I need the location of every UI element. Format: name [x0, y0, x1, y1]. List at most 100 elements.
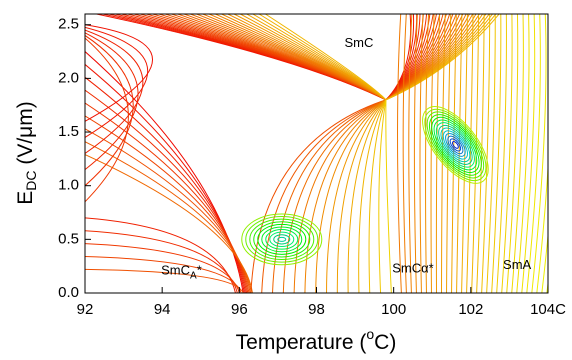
contour-line [511, 14, 524, 293]
contour-line [250, 99, 387, 293]
contour-line [481, 14, 491, 293]
contour-line [402, 14, 407, 293]
contour-line [273, 234, 291, 245]
contour-line [253, 221, 311, 258]
contour-line [85, 26, 148, 138]
contour-line [446, 14, 452, 293]
annotation: SmC [344, 35, 373, 50]
contour-lines [85, 14, 548, 293]
contour-line [293, 99, 387, 293]
contour-line [385, 99, 392, 293]
annotation: SmCA* [161, 263, 202, 281]
x-tick-label: 102 [458, 301, 483, 318]
contour-line [326, 99, 387, 293]
contour-line [397, 14, 402, 293]
y-tick-label: 2.0 [58, 69, 79, 86]
contour-line [476, 14, 485, 293]
y-tick-label: 1.0 [58, 177, 79, 194]
contour-line [241, 213, 323, 266]
contour-line [496, 14, 507, 293]
contour-line [541, 230, 548, 293]
contour-line [431, 116, 480, 173]
contour-line [85, 217, 236, 293]
contour-line [435, 122, 475, 168]
annotation: SmCα* [392, 261, 433, 276]
contour-line [85, 154, 253, 293]
contour-line [85, 89, 248, 293]
contour-line [257, 223, 307, 255]
contour-line [516, 14, 530, 293]
contour-line [265, 229, 299, 250]
contour-line [526, 14, 541, 293]
contour-line [441, 14, 446, 293]
contour-line [245, 216, 319, 263]
contour-line [85, 24, 154, 122]
x-tick-label: 94 [154, 301, 171, 318]
contour-line [358, 99, 387, 293]
x-tick-label: 96 [231, 301, 248, 318]
annotation-part: A [190, 270, 197, 281]
contour-line [85, 64, 245, 293]
contour-line [85, 35, 134, 187]
contour-line [536, 160, 548, 293]
contour-line [506, 14, 519, 293]
contour-line [85, 141, 252, 293]
x-axis-label: Temperature (oC) [236, 326, 397, 354]
x-tick-label: 92 [77, 301, 94, 318]
contour-line [445, 132, 466, 157]
y-tick-label: 0.5 [58, 230, 79, 247]
contour-line [442, 130, 469, 160]
contour-line [426, 111, 485, 179]
contour-line [368, 99, 387, 293]
contour-line [451, 141, 459, 149]
contour-line [85, 256, 242, 293]
contour-line [261, 99, 387, 293]
contour-line [261, 226, 303, 253]
annotation-part: SmA [503, 258, 532, 273]
contour-line [85, 29, 144, 154]
contour-line [249, 218, 315, 261]
contour-line [449, 138, 462, 152]
contour-line [422, 106, 489, 184]
contour-line [425, 14, 430, 293]
annotation-part: SmC [344, 35, 373, 50]
contour-line [413, 14, 418, 293]
contour-line [85, 76, 247, 293]
contour-line [315, 99, 387, 293]
contour-line [378, 99, 387, 293]
x-tick-label: 98 [308, 301, 325, 318]
contour-line [546, 279, 548, 293]
y-tick-label: 0.0 [58, 284, 79, 301]
contour-line [501, 14, 513, 293]
contour-line [408, 14, 413, 293]
annotation: SmA [503, 258, 532, 273]
contour-line [85, 115, 250, 293]
annotation-part: SmCα* [392, 261, 433, 276]
contour-line [471, 14, 480, 293]
contour-line [447, 135, 464, 155]
x-tick-label: 104C [530, 301, 566, 318]
contour-line [282, 99, 387, 293]
contour-line [85, 32, 139, 170]
annotation-part: * [197, 263, 202, 278]
contour-line [85, 102, 249, 293]
contour-line [336, 99, 387, 293]
y-tick-label: 1.5 [58, 123, 79, 140]
annotation-part: SmC [161, 263, 190, 278]
contour-line [440, 127, 471, 163]
contour-line [433, 119, 478, 171]
contour-line [347, 99, 387, 293]
contour-line [491, 14, 502, 293]
y-axis-label: EDC (V/μm) [14, 101, 39, 205]
contour-line [277, 236, 287, 242]
contour-line [269, 231, 295, 248]
contour-line [85, 37, 129, 203]
contour-line [419, 14, 424, 293]
contour-line [521, 14, 536, 293]
contour-line [531, 14, 547, 293]
contour-line [424, 108, 487, 182]
y-tick-label: 2.5 [58, 16, 79, 33]
contour-line [438, 124, 473, 165]
contour-line [429, 114, 482, 176]
